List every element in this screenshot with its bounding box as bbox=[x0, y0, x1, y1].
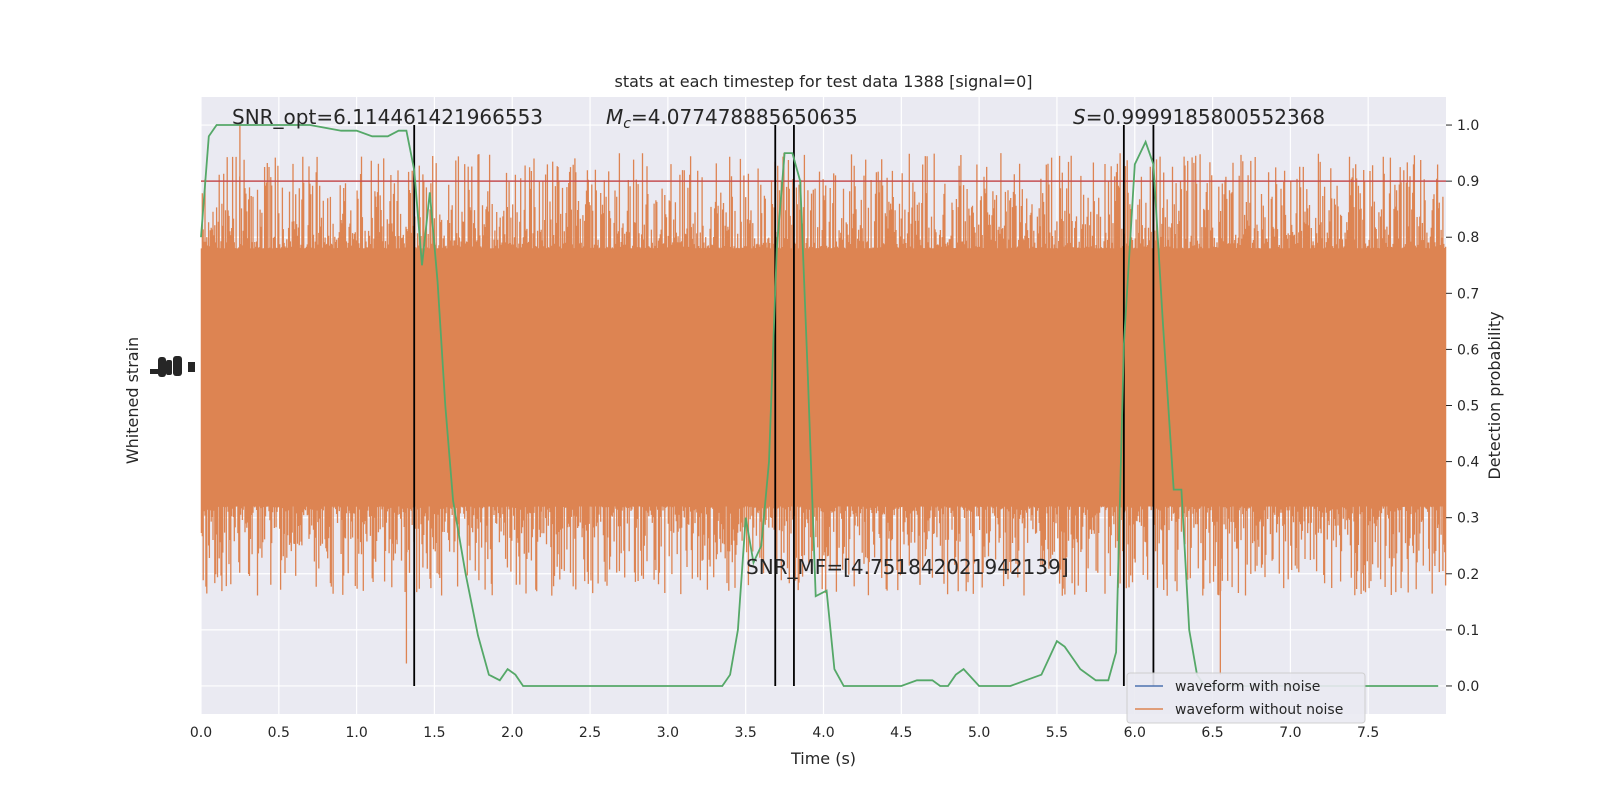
annotation-s: S=0.9999185800552368 bbox=[1073, 105, 1325, 129]
series-detection-probability bbox=[200, 124, 1439, 687]
x-tick-label: 3.5 bbox=[735, 725, 757, 741]
x-tick-label: 2.0 bbox=[501, 725, 523, 741]
legend-label-with-noise: waveform with noise bbox=[1175, 679, 1320, 695]
annotation-snr-opt: SNR_opt=6.114461421966553 bbox=[232, 105, 543, 129]
legend-box bbox=[1126, 672, 1366, 724]
annotation-s-symbol: S bbox=[1073, 105, 1086, 129]
left-axis-tick-cluster bbox=[150, 356, 195, 377]
x-tick-label: 6.0 bbox=[1124, 725, 1146, 741]
y-axis-right-ticks: 0.0 0.1 0.2 0.3 0.4 0.5 0.6 0.7 0.8 0.9 1.0 bbox=[1446, 118, 1479, 695]
x-tick-label: 7.5 bbox=[1357, 725, 1379, 741]
x-tick-label: 4.5 bbox=[890, 725, 912, 741]
y-axis-right-label: Detection probability bbox=[1485, 311, 1504, 479]
annotation-chirp-mass-value: =4.077478885650635 bbox=[631, 105, 858, 129]
x-axis-label: Time (s) bbox=[790, 749, 856, 768]
y-tick-label: 0.2 bbox=[1457, 567, 1479, 583]
x-tick-label: 4.0 bbox=[812, 725, 834, 741]
y-tick-label: 0.7 bbox=[1457, 286, 1479, 302]
annotation-s-value: =0.9999185800552368 bbox=[1086, 105, 1325, 129]
y-tick-label: 1.0 bbox=[1457, 118, 1479, 134]
y-tick-label: 0.8 bbox=[1457, 230, 1479, 246]
y-tick-label: 0.4 bbox=[1457, 455, 1479, 471]
annotation-snr-mf: SNR_MF=[4.751842021942139] bbox=[746, 555, 1069, 579]
x-tick-label: 0.0 bbox=[190, 725, 212, 741]
x-tick-label: 7.0 bbox=[1279, 725, 1301, 741]
y-tick-label: 0.1 bbox=[1457, 623, 1479, 639]
x-tick-label: 6.5 bbox=[1201, 725, 1223, 741]
annotation-chirp-mass-symbol: M bbox=[606, 105, 623, 129]
x-tick-label: 0.5 bbox=[268, 725, 290, 741]
x-tick-label: 1.5 bbox=[423, 725, 445, 741]
x-tick-label: 2.5 bbox=[579, 725, 601, 741]
annotation-chirp-mass-subscript: c bbox=[623, 116, 631, 132]
y-tick-label: 0.9 bbox=[1457, 174, 1479, 190]
x-tick-label: 5.0 bbox=[968, 725, 990, 741]
x-tick-label: 5.5 bbox=[1046, 725, 1068, 741]
x-axis-ticks: 0.0 0.5 1.0 1.5 2.0 2.5 3.0 3.5 4.0 4.5 5.0 5.5 6.0 6… bbox=[190, 725, 1379, 741]
legend: waveform with noise waveform without noi… bbox=[1126, 672, 1366, 724]
y-tick-label: 0.3 bbox=[1457, 511, 1479, 527]
vertical-markers bbox=[413, 125, 1155, 686]
x-tick-label: 3.0 bbox=[657, 725, 679, 741]
waveform-spikes bbox=[200, 153, 1447, 596]
y-tick-label: 0.6 bbox=[1457, 342, 1479, 358]
series-waveform-without-noise bbox=[200, 125, 1447, 675]
legend-label-without-noise: waveform without noise bbox=[1175, 702, 1343, 718]
chart-title: stats at each timestep for test data 138… bbox=[614, 72, 1032, 91]
y-tick-label: 0.5 bbox=[1457, 399, 1479, 415]
x-tick-label: 1.0 bbox=[345, 725, 367, 741]
annotation-chirp-mass: Mc=4.077478885650635 bbox=[606, 105, 858, 132]
y-tick-label: 0.0 bbox=[1457, 679, 1479, 695]
y-axis-left-label: Whitened strain bbox=[123, 337, 142, 464]
